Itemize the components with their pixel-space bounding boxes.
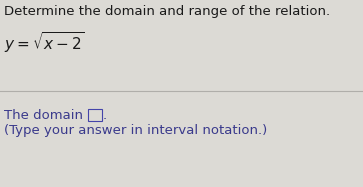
Text: .: . <box>103 109 107 122</box>
Text: $y = \sqrt{x-2}$: $y = \sqrt{x-2}$ <box>4 30 85 55</box>
Text: Determine the domain and range of the relation.: Determine the domain and range of the re… <box>4 5 330 18</box>
Text: The domain is: The domain is <box>4 109 102 122</box>
Bar <box>88 109 102 121</box>
Text: (Type your answer in interval notation.): (Type your answer in interval notation.) <box>4 124 267 137</box>
